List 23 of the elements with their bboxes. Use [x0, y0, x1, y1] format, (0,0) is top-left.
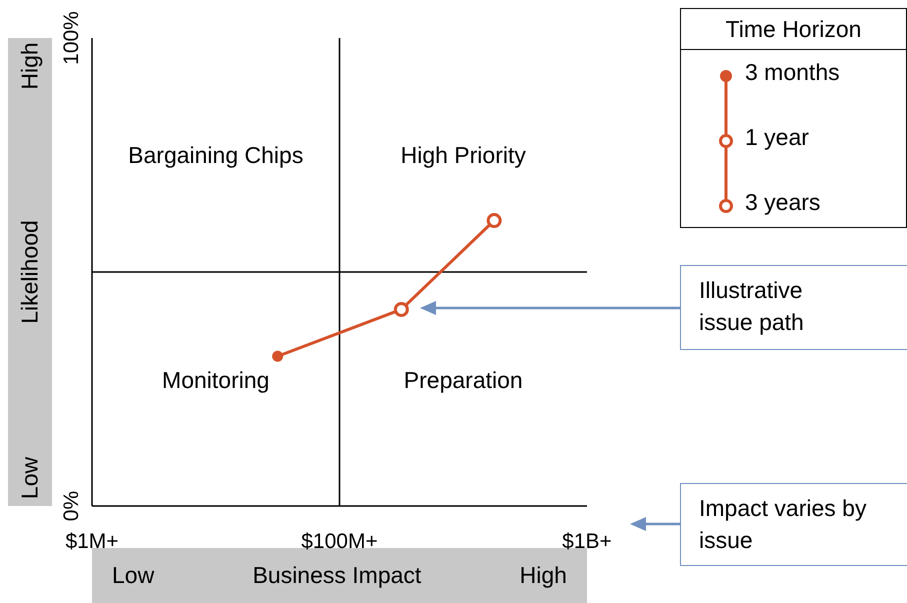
- text: Low: [16, 456, 44, 500]
- legend-title: Time Horizon: [681, 9, 906, 50]
- x-axis-title: Business Impact: [252, 562, 422, 589]
- x-tick-label: $1M+: [65, 530, 119, 553]
- text: Low: [112, 562, 154, 589]
- annotation: Monitoring: [161, 366, 270, 395]
- y-axis-title: Likelihood: [16, 220, 44, 324]
- point: [486, 213, 502, 228]
- x-tick-label: $1B+: [562, 530, 612, 553]
- point: [394, 302, 409, 317]
- text: High: [16, 42, 44, 90]
- y-tick-label: 0%: [60, 490, 83, 522]
- annotation: High Priority: [400, 141, 527, 170]
- text: 1 year: [745, 124, 809, 151]
- annotation: Preparation: [402, 366, 524, 395]
- text: Impact varies by issue: [699, 494, 868, 555]
- x-tick-label: $100M+: [301, 530, 378, 553]
- annotation: Bargaining Chips: [127, 141, 304, 170]
- text: 3 years: [745, 189, 820, 216]
- text: 3 months: [745, 59, 840, 86]
- text: High: [520, 562, 567, 589]
- text: Illustrative issue path: [699, 276, 805, 337]
- y-tick-label: 100%: [60, 11, 83, 65]
